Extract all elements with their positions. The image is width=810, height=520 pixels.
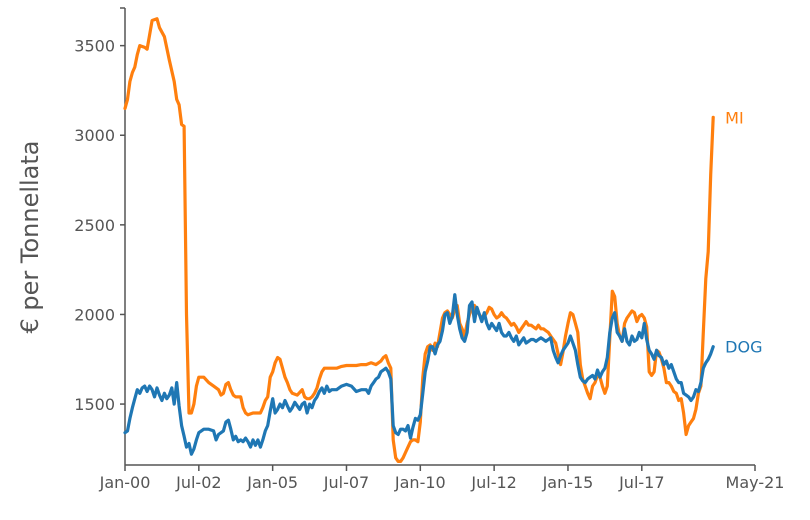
- axes: 1500 2000 2500 3000 3500 Jan-00 Jul-02 Jan-05 Ju…: [74, 7, 785, 492]
- x-tick-label: Jul-12: [470, 473, 516, 492]
- y-tick-label: 3000: [74, 126, 115, 145]
- y-tick-label: 2000: [74, 305, 115, 324]
- y-axis-title: € per Tonnellata: [16, 140, 44, 333]
- series-line-mi: [123, 17, 715, 463]
- labels-layer: MI DOG: [725, 108, 762, 356]
- x-tick-label: Jul-02: [175, 473, 221, 492]
- y-tick-label: 2500: [74, 216, 115, 235]
- x-tick-label: Jan-15: [542, 473, 594, 492]
- x-tick-label: May-21: [726, 473, 785, 492]
- series-layer: [123, 17, 715, 463]
- y-tick-label: 1500: [74, 395, 115, 414]
- x-tick-label: Jul-17: [618, 473, 664, 492]
- x-tick-label: Jul-07: [323, 473, 369, 492]
- series-label-mi: MI: [725, 108, 744, 127]
- x-tick-label: Jan-10: [394, 473, 446, 492]
- x-tick-label: Jan-05: [246, 473, 298, 492]
- x-tick-label: Jan-00: [99, 473, 151, 492]
- series-label-dog: DOG: [725, 338, 762, 357]
- y-tick-label: 3500: [74, 37, 115, 56]
- series-line-dog: [123, 293, 715, 456]
